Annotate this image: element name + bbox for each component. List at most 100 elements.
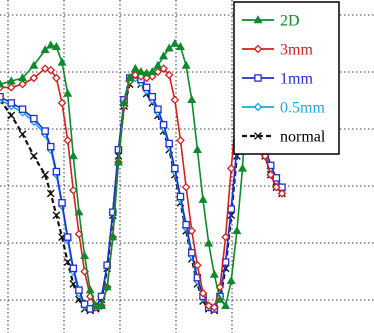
point-1mm-30 — [188, 248, 196, 257]
point-2D-9 — [68, 151, 78, 160]
point-3mm-26 — [164, 70, 174, 80]
point-2D-19 — [125, 73, 135, 82]
point-3mm-45 — [272, 182, 281, 192]
point-2D-31 — [192, 144, 202, 153]
point-2D-29 — [181, 60, 191, 69]
point-1mm-25 — [159, 121, 168, 129]
point-1mm-17 — [114, 146, 123, 154]
point-3mm-1 — [6, 83, 16, 92]
point-1mm-16 — [109, 208, 117, 216]
point-2D-7 — [57, 57, 67, 66]
point-normal-8 — [63, 258, 72, 266]
point-2D-30 — [187, 95, 197, 104]
point-2D-3 — [29, 60, 39, 69]
legend-marker-normal — [254, 132, 262, 140]
point-1mm-37 — [227, 205, 235, 213]
legend-label-0.5mm: 0.5mm — [280, 100, 325, 117]
point-3mm-7 — [57, 98, 67, 108]
point-3mm-8 — [63, 136, 72, 145]
point-2D-34 — [209, 269, 219, 278]
point-2D-16 — [108, 232, 118, 241]
point-1mm-28 — [176, 192, 185, 201]
point-2D-10 — [74, 207, 84, 216]
point-normal-6 — [52, 211, 61, 220]
point-2D-20 — [130, 63, 140, 72]
point-2D-27 — [170, 38, 180, 47]
point-3mm-3 — [29, 73, 39, 83]
point-3mm-46 — [277, 189, 287, 198]
point-1mm-11 — [80, 300, 89, 308]
point-3mm-28 — [176, 136, 185, 145]
point-3mm-2 — [18, 79, 27, 89]
legend: 2D 3mm 1mm 0.5mm normal — [233, 1, 340, 155]
point-3mm-30 — [187, 226, 197, 236]
legend-marker-0.5mm — [253, 102, 263, 112]
point-1mm-6 — [52, 167, 61, 176]
point-2D-11 — [80, 251, 90, 260]
legend-marker-3mm — [253, 44, 263, 54]
point-normal-3 — [29, 152, 38, 160]
point-3mm-9 — [69, 186, 78, 195]
point-2D-14 — [97, 300, 107, 309]
series-layer — [0, 38, 287, 315]
series-2D — [0, 38, 287, 309]
point-2D-1 — [6, 76, 16, 85]
point-2D-23 — [147, 66, 157, 75]
point-normal-4 — [41, 170, 50, 179]
legend-label-2D: 2D — [280, 13, 300, 30]
point-2D-25 — [159, 51, 169, 60]
legend-entry-0.5mm: 0.5mm — [242, 100, 325, 117]
legend-label-3mm: 3mm — [280, 42, 313, 59]
point-normal-5 — [46, 189, 55, 198]
point-3mm-44 — [266, 170, 276, 180]
point-1mm-0 — [0, 92, 4, 101]
legend-marker-2D — [253, 15, 263, 24]
point-2D-18 — [119, 98, 129, 107]
point-1mm-24 — [154, 105, 162, 113]
point-2D-2 — [18, 73, 28, 82]
point-2D-24 — [153, 60, 163, 69]
point-1mm-2 — [18, 105, 27, 113]
legend-entry-1mm: 1mm — [242, 71, 313, 88]
point-1mm-3 — [30, 114, 38, 123]
legend-marker-1mm — [254, 74, 262, 82]
legend-label-normal: normal — [280, 129, 326, 146]
point-3mm-34 — [210, 303, 219, 312]
point-normal-1 — [7, 111, 16, 120]
point-3mm-24 — [153, 67, 163, 77]
point-2D-21 — [136, 66, 146, 75]
point-2D-38 — [232, 226, 242, 235]
point-2D-12 — [85, 285, 95, 294]
point-3mm-27 — [170, 95, 180, 105]
point-2D-28 — [175, 41, 185, 50]
point-2D-13 — [91, 300, 101, 309]
point-2D-33 — [204, 238, 214, 247]
point-normal-36 — [221, 264, 230, 273]
legend-entry-normal: normal — [242, 129, 326, 146]
point-1mm-22 — [142, 83, 151, 92]
point-2D-32 — [198, 194, 208, 203]
legend-entry-3mm: 3mm — [242, 42, 313, 59]
point-1mm-26 — [165, 139, 173, 148]
point-3mm-29 — [181, 182, 191, 192]
point-2D-35 — [215, 294, 225, 303]
point-normal-2 — [18, 130, 27, 139]
point-2D-39 — [238, 163, 248, 172]
point-2D-4 — [40, 45, 50, 54]
point-3mm-31 — [193, 260, 202, 270]
series-1mm — [0, 71, 286, 313]
point-2D-37 — [226, 275, 236, 284]
point-2D-6 — [51, 41, 61, 50]
point-2D-26 — [164, 43, 174, 52]
point-3mm-32 — [198, 288, 208, 298]
point-1mm-23 — [148, 92, 157, 101]
point-1mm-9 — [69, 264, 78, 273]
point-1mm-45 — [272, 174, 281, 182]
point-1mm-8 — [63, 233, 72, 241]
point-2D-5 — [46, 40, 56, 49]
point-2D-15 — [102, 282, 112, 291]
point-2D-0 — [0, 79, 5, 88]
legend-entry-2D: 2D — [242, 13, 300, 30]
